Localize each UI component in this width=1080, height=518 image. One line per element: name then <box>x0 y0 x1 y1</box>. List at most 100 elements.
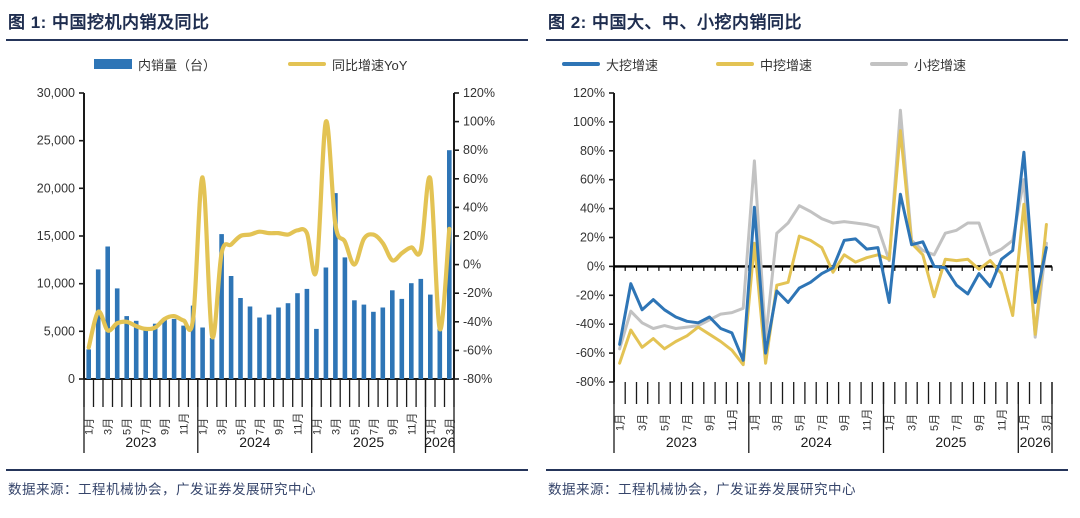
figure1-source: 数据来源：工程机械协会，广发证券发展研究中心 <box>8 482 316 497</box>
svg-text:40%: 40% <box>580 202 605 216</box>
svg-text:1月: 1月 <box>749 414 761 431</box>
svg-text:11月: 11月 <box>179 413 191 435</box>
svg-text:-80%: -80% <box>463 372 492 386</box>
svg-text:3月: 3月 <box>103 418 115 435</box>
svg-text:3月: 3月 <box>217 418 229 435</box>
svg-text:120%: 120% <box>463 86 495 100</box>
svg-text:60%: 60% <box>463 172 488 186</box>
svg-text:9月: 9月 <box>160 418 172 435</box>
legend-item-large-exc: 大挖增速 <box>562 55 658 74</box>
svg-text:5月: 5月 <box>236 418 248 435</box>
svg-text:11月: 11月 <box>727 409 739 431</box>
svg-text:2025: 2025 <box>935 434 966 450</box>
svg-text:3月: 3月 <box>1041 414 1053 431</box>
svg-text:100%: 100% <box>463 115 495 129</box>
svg-text:20%: 20% <box>463 229 488 243</box>
svg-text:3月: 3月 <box>444 418 456 435</box>
svg-text:9月: 9月 <box>705 414 717 431</box>
svg-text:80%: 80% <box>580 144 605 158</box>
figure2-title: 图 2: 中国大、中、小挖内销同比 <box>546 6 1068 41</box>
svg-text:2024: 2024 <box>239 434 270 450</box>
svg-text:40%: 40% <box>463 200 488 214</box>
svg-text:30,000: 30,000 <box>37 86 75 100</box>
svg-text:5月: 5月 <box>349 418 361 435</box>
svg-text:2025: 2025 <box>353 434 384 450</box>
svg-text:100%: 100% <box>573 115 605 129</box>
svg-text:11月: 11月 <box>862 409 874 431</box>
svg-text:9月: 9月 <box>974 414 986 431</box>
svg-text:-60%: -60% <box>463 343 492 357</box>
legend-label: 中挖增速 <box>760 57 813 73</box>
line-swatch-icon <box>562 62 600 66</box>
excavator-domestic-sales-chart: 0 5,000 10,000 15,000 20,000 25,000 30,000 -80%… <box>37 86 495 453</box>
svg-text:7月: 7月 <box>141 418 153 435</box>
svg-text:5月: 5月 <box>794 414 806 431</box>
svg-text:3月: 3月 <box>330 418 342 435</box>
svg-text:11月: 11月 <box>997 409 1009 431</box>
svg-text:2024: 2024 <box>801 434 832 450</box>
excavator-size-yoy-chart: -80% -60% -40% -20% 0% 20% 40% 60% 80% 100% 120% 20… <box>573 86 1053 453</box>
svg-text:0: 0 <box>68 372 75 386</box>
svg-text:3月: 3月 <box>907 414 919 431</box>
figure2-source: 数据来源：工程机械协会，广发证券发展研究中心 <box>548 482 856 497</box>
bar-swatch-icon <box>94 59 132 69</box>
legend-item-small-exc: 小挖增速 <box>870 55 966 74</box>
svg-text:-80%: -80% <box>576 375 605 389</box>
svg-text:7月: 7月 <box>952 414 964 431</box>
svg-text:1月: 1月 <box>1019 414 1031 431</box>
legend-label: 内销量（台） <box>138 57 217 73</box>
svg-text:9月: 9月 <box>387 418 399 435</box>
svg-text:9月: 9月 <box>839 414 851 431</box>
svg-text:60%: 60% <box>580 173 605 187</box>
svg-text:2026: 2026 <box>1020 434 1051 450</box>
line-swatch-icon <box>870 62 909 66</box>
svg-text:120%: 120% <box>573 86 605 100</box>
legend-item-domestic-sales: 内销量（台） <box>94 55 216 74</box>
figure2-legend: 大挖增速 中挖增速 小挖增速 <box>546 49 1068 79</box>
svg-text:11月: 11月 <box>293 413 305 435</box>
svg-text:5,000: 5,000 <box>44 324 75 338</box>
svg-text:7月: 7月 <box>368 418 380 435</box>
legend-item-yoy: 同比增速YoY <box>288 55 407 74</box>
svg-text:1月: 1月 <box>615 414 627 431</box>
svg-text:10,000: 10,000 <box>37 277 75 291</box>
legend-label: 大挖增速 <box>606 57 659 73</box>
legend-label: 小挖增速 <box>914 57 967 73</box>
figure2-bottom-rule <box>546 469 1068 471</box>
svg-text:0%: 0% <box>463 258 481 272</box>
svg-text:7月: 7月 <box>682 414 694 431</box>
svg-text:2023: 2023 <box>125 434 156 450</box>
svg-text:1月: 1月 <box>311 418 323 435</box>
line-swatch-icon <box>716 62 755 66</box>
figure2-panel: 图 2: 中国大、中、小挖内销同比 大挖增速 中挖增速 小挖增速 -80% -60… <box>540 0 1080 518</box>
svg-text:11月: 11月 <box>406 413 418 435</box>
svg-text:-40%: -40% <box>576 317 605 331</box>
svg-text:5月: 5月 <box>122 418 134 435</box>
svg-text:15,000: 15,000 <box>37 229 75 243</box>
svg-text:80%: 80% <box>463 143 488 157</box>
svg-text:9月: 9月 <box>274 418 286 435</box>
svg-text:2023: 2023 <box>666 434 697 450</box>
svg-text:5月: 5月 <box>929 414 941 431</box>
svg-text:20,000: 20,000 <box>37 181 75 195</box>
svg-text:0%: 0% <box>587 259 605 273</box>
svg-text:7月: 7月 <box>255 418 267 435</box>
svg-text:-60%: -60% <box>576 346 605 360</box>
svg-text:25,000: 25,000 <box>37 134 75 148</box>
legend-label: 同比增速YoY <box>332 57 408 73</box>
svg-text:3月: 3月 <box>637 414 649 431</box>
svg-text:2026: 2026 <box>424 434 455 450</box>
line-swatch-icon <box>288 62 327 66</box>
figure1-panel: 图 1: 中国挖机内销及同比 内销量（台） 同比增速YoY 0 5,000 10,0… <box>6 6 528 497</box>
svg-text:5月: 5月 <box>660 414 672 431</box>
figure1-legend: 内销量（台） 同比增速YoY <box>6 49 528 79</box>
legend-item-medium-exc: 中挖增速 <box>716 55 812 74</box>
svg-text:1月: 1月 <box>198 418 210 435</box>
svg-text:-20%: -20% <box>463 286 492 300</box>
svg-text:-40%: -40% <box>463 315 492 329</box>
svg-text:1月: 1月 <box>884 414 896 431</box>
svg-text:1月: 1月 <box>84 418 96 435</box>
figure1-title: 图 1: 中国挖机内销及同比 <box>6 6 528 41</box>
svg-text:20%: 20% <box>580 231 605 245</box>
